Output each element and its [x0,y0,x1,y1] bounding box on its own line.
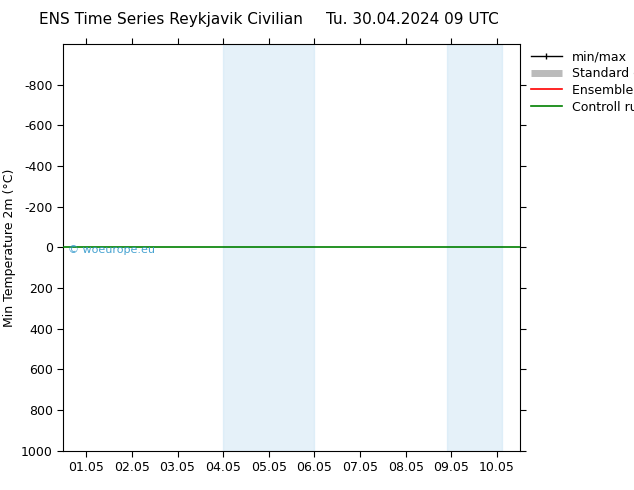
Legend: min/max, Standard deviation, Ensemble mean run, Controll run: min/max, Standard deviation, Ensemble me… [531,50,634,114]
Text: ENS Time Series Reykjavik Civilian: ENS Time Series Reykjavik Civilian [39,12,303,27]
Bar [447,44,501,451]
Text: Tu. 30.04.2024 09 UTC: Tu. 30.04.2024 09 UTC [326,12,498,27]
Y-axis label: Min Temperature 2m (°C): Min Temperature 2m (°C) [3,168,16,327]
Bar [223,44,314,451]
Text: © woeurope.eu: © woeurope.eu [68,245,155,255]
